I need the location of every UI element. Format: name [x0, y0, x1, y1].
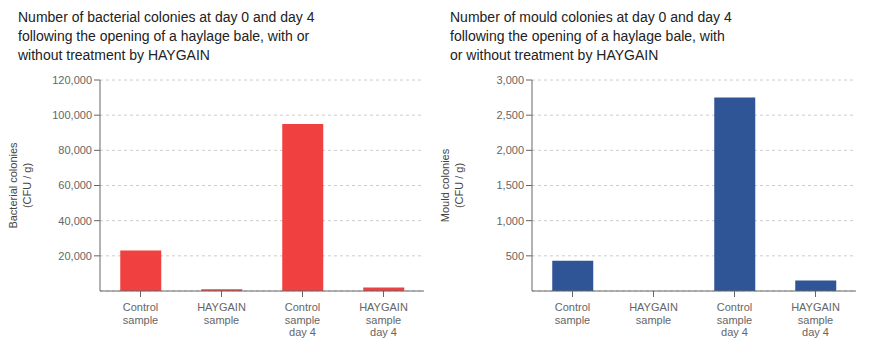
svg-text:20,000: 20,000	[58, 250, 92, 262]
svg-text:120,000: 120,000	[52, 74, 92, 86]
svg-text:1,000: 1,000	[496, 215, 524, 227]
svg-text:Mould colonies(CFU / g): Mould colonies(CFU / g)	[440, 148, 465, 222]
svg-text:3,000: 3,000	[496, 74, 524, 86]
svg-text:HAYGAINsample: HAYGAINsample	[629, 301, 678, 326]
svg-text:Controlsampleday 4: Controlsampleday 4	[717, 301, 752, 338]
html-text:Number of mould colonies at da: Number of mould colonies at day 0 and da…	[450, 9, 732, 25]
svg-text:60,000: 60,000	[58, 179, 92, 191]
html-text:following the opening of a hay: following the opening of a haylage bale,…	[18, 28, 310, 44]
svg-text:2,500: 2,500	[496, 109, 524, 121]
svg-text:HAYGAINsampleday 4: HAYGAINsampleday 4	[791, 301, 840, 338]
html-text:or without treatment by HAYGAI: or without treatment by HAYGAIN	[450, 47, 659, 63]
html-text:following the opening of a hay: following the opening of a haylage bale,…	[450, 28, 725, 44]
svg-text:HAYGAINsampleday 4: HAYGAINsampleday 4	[359, 301, 408, 338]
svg-text:1,500: 1,500	[496, 179, 524, 191]
svg-text:500: 500	[506, 250, 524, 262]
svg-text:2,000: 2,000	[496, 144, 524, 156]
svg-text:Bacterial colonies(CFU / g): Bacterial colonies(CFU / g)	[8, 142, 33, 229]
html-text:without treatment by HAYGAIN: without treatment by HAYGAIN	[18, 47, 210, 63]
svg-text:Controlsampleday 4: Controlsampleday 4	[285, 301, 320, 338]
svg-text:100,000: 100,000	[52, 109, 92, 121]
svg-text:Controlsample: Controlsample	[123, 301, 158, 326]
svg-text:40,000: 40,000	[58, 215, 92, 227]
html-text:Number of bacterial colonies a: Number of bacterial colonies at day 0 an…	[18, 9, 315, 25]
svg-text:HAYGAINsample: HAYGAINsample	[197, 301, 246, 326]
svg-text:Controlsample: Controlsample	[555, 301, 590, 326]
svg-text:80,000: 80,000	[58, 144, 92, 156]
